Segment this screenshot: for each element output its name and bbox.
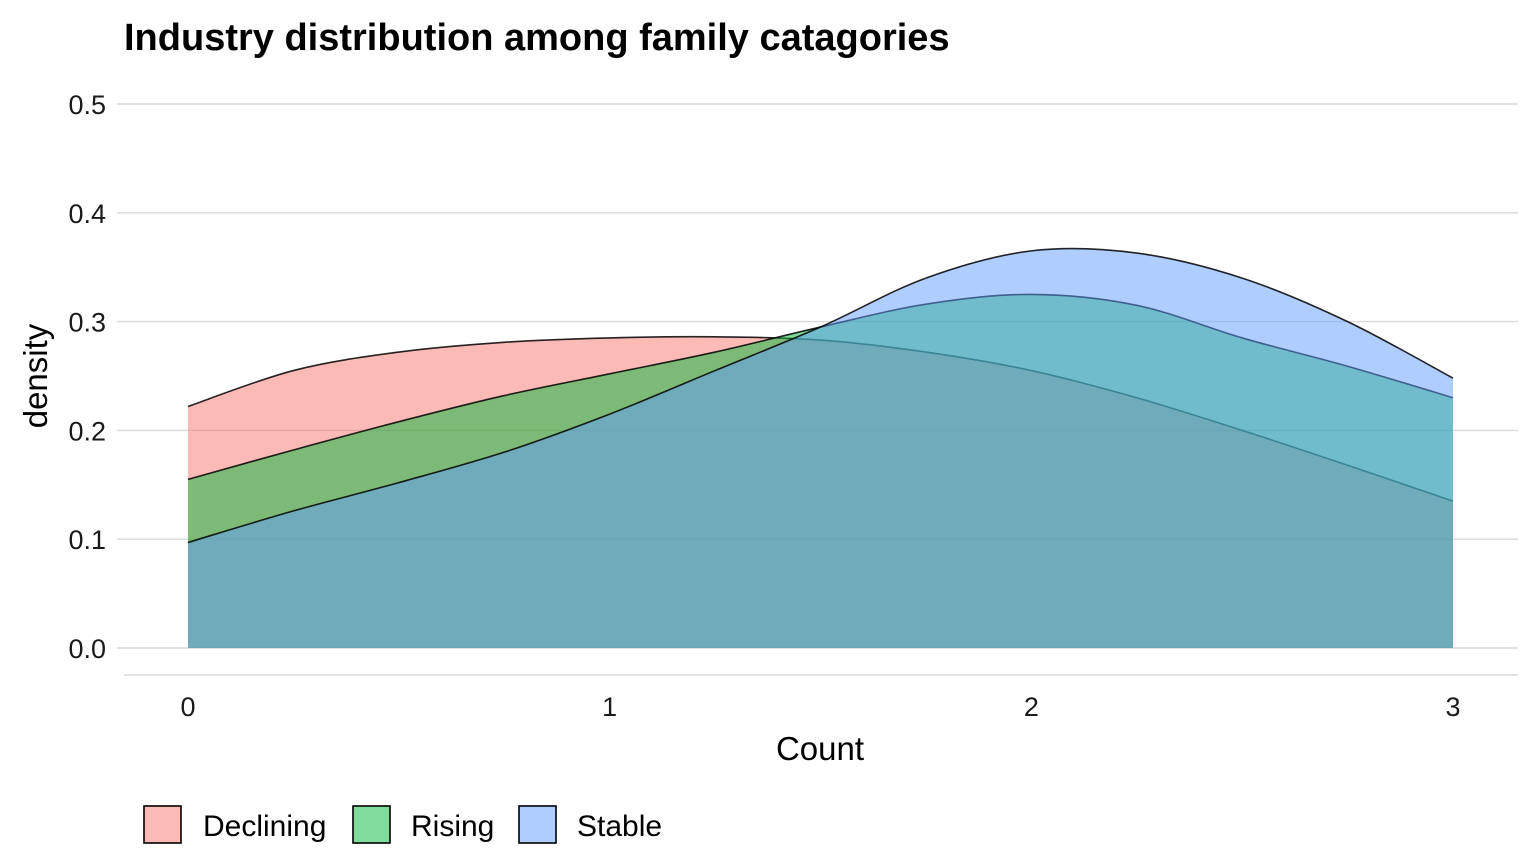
- y-tick-label: 0.1: [68, 525, 106, 555]
- y-axis-ticks: 0.0 0.1 0.2 0.3 0.4 0.5: [68, 90, 106, 664]
- legend-label: Declining: [203, 810, 326, 843]
- x-axis-ticks: 0 1 2 3: [180, 692, 1460, 722]
- y-tick-label: 0.4: [68, 199, 106, 229]
- y-axis-title: density: [17, 323, 54, 428]
- x-tick-label: 3: [1445, 692, 1460, 722]
- legend: Declining Rising Stable: [143, 805, 662, 844]
- y-tick-label: 0.0: [68, 634, 106, 664]
- y-tick-label: 0.3: [68, 308, 106, 338]
- legend-key-rising: [352, 805, 391, 844]
- x-tick-label: 1: [602, 692, 617, 722]
- legend-label: Rising: [411, 810, 494, 843]
- legend-item-declining: Declining: [143, 805, 326, 844]
- legend-label: Stable: [577, 810, 662, 843]
- density-curve-stable: [187, 247, 1454, 544]
- x-tick-label: 0: [180, 692, 195, 722]
- y-tick-label: 0.5: [68, 90, 106, 120]
- legend-item-stable: Stable: [518, 805, 662, 844]
- density-area-stable: [188, 248, 1453, 648]
- legend-key-declining: [143, 805, 182, 844]
- legend-item-rising: Rising: [352, 805, 494, 844]
- y-tick-label: 0.2: [68, 416, 106, 446]
- chart-title: Industry distribution among family catag…: [124, 17, 950, 59]
- density-areas: [187, 247, 1454, 648]
- x-tick-label: 2: [1024, 692, 1039, 722]
- legend-key-stable: [518, 805, 557, 844]
- x-axis-title: Count: [776, 730, 864, 767]
